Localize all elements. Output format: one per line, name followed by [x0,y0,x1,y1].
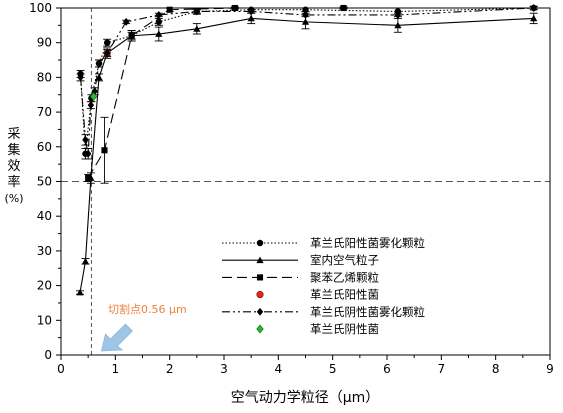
data-point [302,10,309,19]
x-tick-label: 0 [57,362,65,376]
series-line [80,7,534,154]
data-point [128,32,135,39]
data-point [84,149,92,158]
series-5 [76,4,538,160]
y-tick-label: 80 [37,70,52,84]
y-axis-title-char: 集 [7,142,20,158]
data-point [103,49,111,58]
data-point [530,14,538,22]
legend-label: 革兰氏阴性菌雾化颗粒 [310,305,425,319]
data-point [122,17,130,26]
series-line [80,7,534,154]
data-point [166,6,173,13]
x-tick-label: 5 [329,362,337,376]
y-tick-label: 10 [37,313,52,327]
legend-label: 室内空气粒子 [310,253,379,267]
legend-marker [256,307,264,316]
legend-label: 革兰氏阳性菌雾化颗粒 [310,236,425,250]
data-point [77,73,84,82]
y-tick-label: 40 [37,209,52,223]
y-axis-title-char: (%) [4,192,23,205]
cut-point-label: 切割点0.56 μm [108,302,187,316]
data-point [155,18,163,26]
y-tick-label: 0 [44,348,52,362]
cut-point-annotation: 切割点0.56 μm [101,302,187,352]
data-point [155,10,163,19]
legend-item: 革兰氏阴性菌 [256,322,379,336]
data-point [103,39,111,46]
data-point [95,73,103,81]
data-point [89,92,98,101]
y-tick-label: 30 [37,244,52,258]
data-point [247,7,255,16]
legend-label: 革兰氏阴性菌 [310,322,379,336]
legend-label: 聚苯乙烯颗粒 [310,270,379,284]
data-point [155,30,163,37]
y-axis-title-char: 采 [7,127,20,142]
series-line [79,17,534,293]
legend-item: 革兰氏阳性菌 [256,288,379,302]
data-point [247,14,255,22]
legend-item: 革兰氏阴性菌雾化颗粒 [222,305,425,319]
x-tick-label: 7 [438,362,446,376]
data-point [101,147,108,154]
data-point [76,288,84,296]
data-point [85,174,92,182]
x-tick-label: 3 [220,362,228,376]
y-axis-title-char: 效 [7,159,20,174]
legend-marker [256,274,264,281]
legend-marker [256,256,264,264]
y-tick-label: 50 [37,175,52,189]
y-tick-label: 100 [29,1,52,15]
series-1 [76,4,538,160]
legend-marker [256,324,264,334]
x-tick-label: 9 [546,362,554,376]
data-point [82,135,89,144]
legend-item: 聚苯乙烯颗粒 [222,270,379,284]
chart-legend: 革兰氏阳性菌雾化颗粒室内空气粒子聚苯乙烯颗粒革兰氏阳性菌革兰氏阴性菌雾化颗粒革兰… [222,236,425,336]
y-tick-label: 70 [37,105,52,119]
y-tick-label: 20 [37,279,52,293]
chart-series-layer [76,4,538,296]
series-3 [84,4,348,184]
series-line [87,7,344,179]
cut-point-arrow [101,323,133,352]
y-tick-label: 90 [37,36,52,50]
data-point [394,10,402,19]
x-tick-label: 1 [112,362,120,376]
data-point [87,101,95,110]
data-point [301,18,310,25]
x-tick-label: 8 [492,362,500,376]
x-tick-label: 6 [383,362,391,376]
series-2 [76,12,538,296]
data-point [81,257,90,265]
series-6 [89,92,98,101]
data-point [95,59,103,68]
data-point [394,21,402,29]
data-point [193,25,201,32]
x-axis-title: 空气动力学粒径（μm） [231,390,380,406]
data-point [193,7,201,16]
x-tick-label: 2 [166,362,174,376]
y-tick-label: 60 [37,140,52,154]
chart-grid-layer [61,8,550,355]
x-tick-label: 4 [275,362,283,376]
legend-item: 室内空气粒子 [222,253,379,267]
legend-marker [256,239,264,247]
legend-label: 革兰氏阳性菌 [310,288,379,302]
y-axis-title-char: 率 [7,174,20,190]
legend-item: 革兰氏阳性菌雾化颗粒 [222,236,425,250]
legend-marker [256,291,264,299]
